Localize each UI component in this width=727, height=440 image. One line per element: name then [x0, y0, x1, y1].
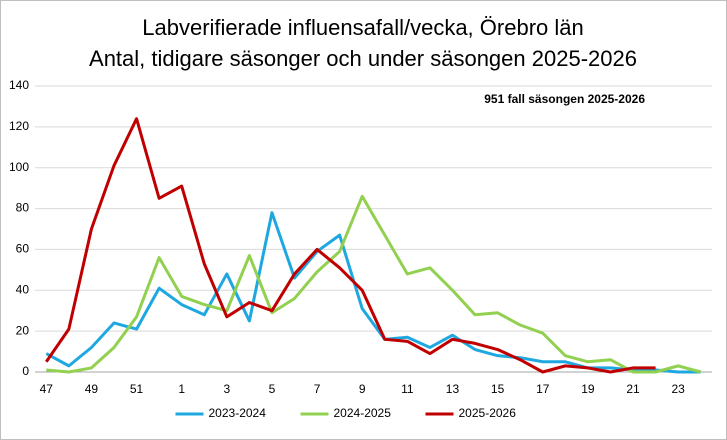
- legend-label: 2023-2024: [209, 406, 267, 420]
- x-tick-label: 3: [223, 382, 230, 396]
- x-tick-label: 9: [359, 382, 366, 396]
- legend-label: 2024-2025: [334, 406, 392, 420]
- y-tick-label: 100: [9, 160, 29, 174]
- x-tick-label: 23: [671, 382, 685, 396]
- chart-title: Labverifierade influensafall/vecka, Öreb…: [142, 15, 583, 40]
- x-tick-label: 15: [491, 382, 505, 396]
- x-tick-label: 13: [446, 382, 460, 396]
- x-tick-label: 7: [314, 382, 321, 396]
- y-tick-label: 140: [9, 78, 29, 92]
- x-tick-label: 49: [85, 382, 99, 396]
- annotation: 951 fall säsongen 2025-2026: [484, 92, 645, 106]
- x-tick-label: 17: [536, 382, 550, 396]
- y-tick-label: 20: [16, 323, 30, 337]
- x-tick-label: 47: [40, 382, 54, 396]
- x-tick-label: 1: [178, 382, 185, 396]
- chart-subtitle: Antal, tidigare säsonger och under säson…: [89, 46, 637, 71]
- series-line: [45, 117, 656, 374]
- x-tick-label: 19: [581, 382, 595, 396]
- series-line: [46, 194, 702, 374]
- y-tick-label: 40: [16, 282, 30, 296]
- x-tick-label: 21: [626, 382, 640, 396]
- legend-label: 2025-2026: [459, 406, 517, 420]
- x-tick-label: 51: [130, 382, 144, 396]
- y-tick-label: 120: [9, 119, 29, 133]
- x-tick-label: 11: [401, 382, 414, 396]
- y-tick-label: 0: [22, 364, 29, 378]
- y-tick-label: 60: [16, 242, 30, 256]
- y-tick-label: 80: [16, 201, 30, 215]
- x-tick-label: 5: [269, 382, 276, 396]
